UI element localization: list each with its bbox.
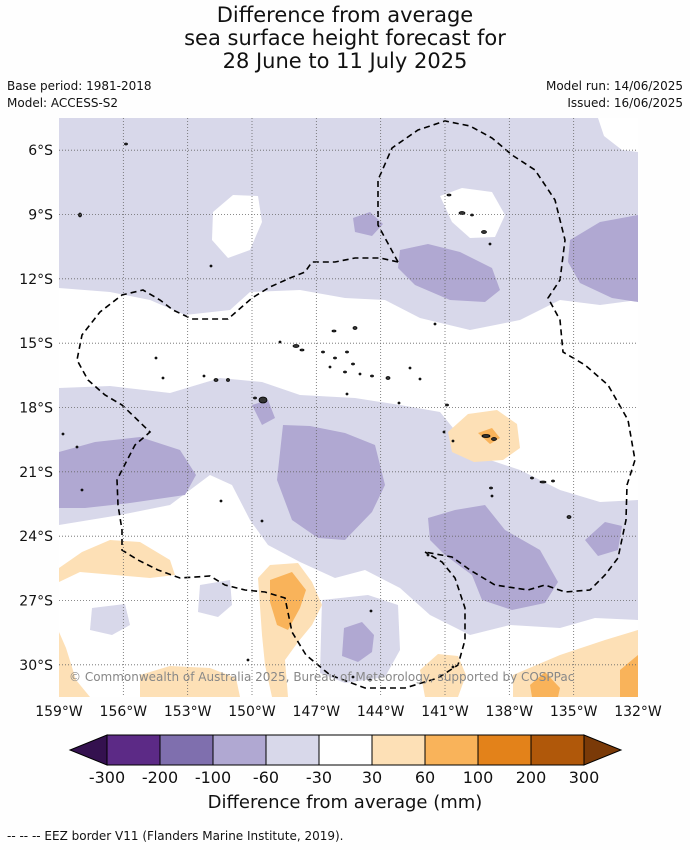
colorbar-swatch bbox=[477, 734, 532, 766]
meta-right: Model run: 14/06/2025 Issued: 16/06/2025 bbox=[546, 78, 683, 112]
colorbar-swatch bbox=[318, 734, 373, 766]
positive-region-7 bbox=[140, 666, 240, 697]
title-line-1: Difference from average bbox=[216, 3, 474, 27]
neutral-hole-3 bbox=[598, 118, 638, 152]
anomaly-core-2 bbox=[568, 215, 638, 302]
lon-tick-label: 132°W bbox=[614, 704, 662, 720]
anomaly-core-5 bbox=[277, 425, 385, 540]
title-line-2: sea surface height forecast for bbox=[184, 26, 506, 50]
lon-tick-label: 159°W bbox=[35, 704, 83, 720]
lon-tick-label: 150°W bbox=[228, 704, 276, 720]
colorbar-swatch bbox=[530, 734, 585, 766]
colorbar-tick-label: 200 bbox=[516, 768, 547, 787]
colorbar-label: Difference from average (mm) bbox=[207, 792, 483, 813]
lon-tick-label: 153°W bbox=[164, 704, 212, 720]
positive-core-4 bbox=[620, 655, 638, 697]
lon-tick-label: 147°W bbox=[293, 704, 341, 720]
lon-tick-label: 156°W bbox=[100, 704, 148, 720]
lat-tick-label: 18°S bbox=[19, 401, 53, 417]
eez-border-west bbox=[76, 257, 466, 689]
positive-core-3 bbox=[530, 672, 560, 697]
eez-legend-note: -- -- -- EEZ border V11 (Flanders Marine… bbox=[7, 829, 344, 843]
anomaly-core-7 bbox=[428, 505, 558, 610]
colorbar-tick-label: -100 bbox=[195, 768, 231, 787]
longitude-tick-labels: 159°W 156°W 153°W 150°W 147°W 144°W 141°W 138°W… bbox=[35, 704, 662, 720]
colorbar-tick-label: 60 bbox=[415, 768, 435, 787]
anomaly-core-3 bbox=[353, 212, 383, 236]
island-markers bbox=[61, 142, 572, 682]
neutral-hole-2 bbox=[440, 188, 505, 238]
lat-tick-label: 6°S bbox=[28, 143, 53, 159]
neutral-hole-1 bbox=[212, 195, 262, 258]
model-name: Model: ACCESS-S2 bbox=[7, 96, 119, 110]
colorbar-tick-label: -200 bbox=[142, 768, 178, 787]
anomaly-region-southwest bbox=[198, 580, 232, 617]
colorbar-tick-label: 100 bbox=[463, 768, 494, 787]
lon-tick-label: 135°W bbox=[550, 704, 598, 720]
colorbar-swatch bbox=[159, 734, 214, 766]
lat-tick-label: 12°S bbox=[19, 272, 53, 288]
model-run: Model run: 14/06/2025 bbox=[545, 79, 683, 93]
lon-tick-label: 141°W bbox=[421, 704, 469, 720]
lat-tick-label: 27°S bbox=[19, 594, 53, 610]
colorbar-tick-label: -60 bbox=[253, 768, 279, 787]
lat-tick-label: 24°S bbox=[19, 529, 53, 545]
colorbar-tick-label: -30 bbox=[306, 768, 332, 787]
lat-tick-label: 15°S bbox=[19, 336, 53, 352]
lat-tick-label: 30°S bbox=[19, 658, 53, 674]
map-title: Difference from average sea surface heig… bbox=[0, 4, 690, 73]
positive-region-1 bbox=[59, 540, 175, 582]
colorbar-extend-min bbox=[68, 734, 108, 766]
lon-tick-label: 144°W bbox=[357, 704, 405, 720]
anomaly-core-1 bbox=[398, 244, 500, 302]
gridlines bbox=[59, 118, 638, 697]
positive-region-6 bbox=[59, 632, 90, 697]
lon-tick-label: 138°W bbox=[486, 704, 534, 720]
anomaly-core-4 bbox=[59, 437, 196, 508]
latitude-tick-labels: 6°S 9°S 12°S 15°S 18°S 21°S 24°S 27°S 30°S bbox=[19, 143, 53, 674]
meta-left: Base period: 1981-2018 Model: ACCESS-S2 bbox=[7, 78, 152, 112]
title-line-3: 28 June to 11 July 2025 bbox=[222, 49, 468, 73]
anomaly-core-9 bbox=[342, 622, 374, 662]
anomaly-region-southwest-2 bbox=[90, 604, 130, 635]
copyright-notice: © Commonwealth of Australia 2025, Bureau… bbox=[69, 670, 574, 684]
positive-core-1 bbox=[270, 572, 306, 630]
colorbar: -300 -200 -100 -60 -30 30 60 100 200 300 bbox=[68, 734, 623, 787]
issued-date: Issued: 16/06/2025 bbox=[567, 96, 683, 110]
colorbar-tick-label: -300 bbox=[89, 768, 125, 787]
map-field: © Commonwealth of Australia 2025, Bureau… bbox=[59, 118, 638, 697]
colorbar-swatch bbox=[265, 734, 320, 766]
colorbar-swatch bbox=[212, 734, 267, 766]
colorbar-swatch bbox=[371, 734, 426, 766]
colorbar-tick-label: 300 bbox=[569, 768, 600, 787]
base-period: Base period: 1981-2018 bbox=[7, 79, 152, 93]
colorbar-extend-max bbox=[583, 734, 623, 766]
lat-tick-label: 21°S bbox=[19, 465, 53, 481]
anomaly-core-8 bbox=[585, 522, 622, 556]
lat-tick-label: 9°S bbox=[28, 208, 53, 224]
colorbar-swatch bbox=[106, 734, 161, 766]
colorbar-swatch bbox=[424, 734, 479, 766]
anomaly-core-6 bbox=[252, 400, 275, 425]
colorbar-tick-label: 30 bbox=[362, 768, 382, 787]
